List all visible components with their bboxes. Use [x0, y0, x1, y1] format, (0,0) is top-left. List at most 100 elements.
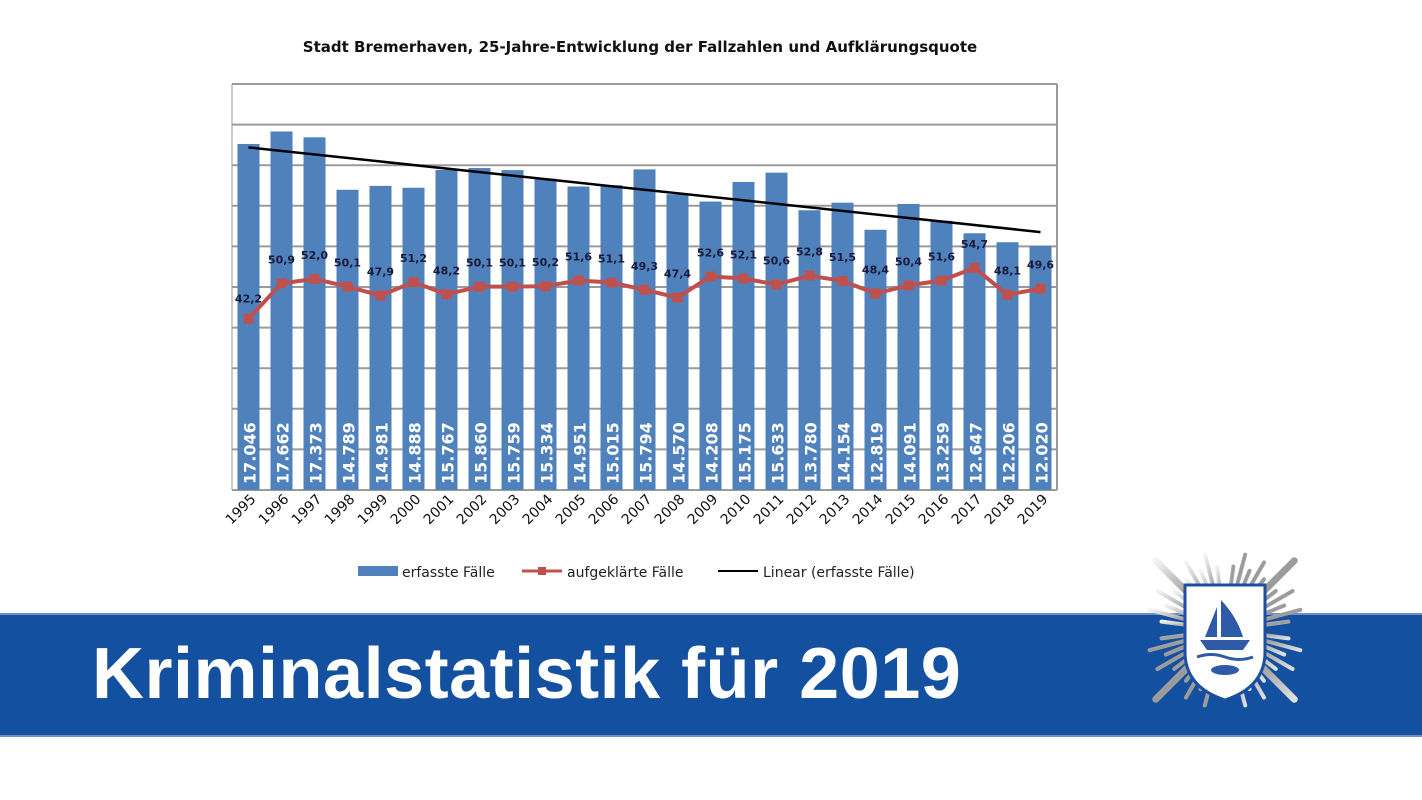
line-value-label: 51,6 [565, 251, 592, 264]
bar [864, 229, 887, 491]
police-star-badge-icon [1125, 528, 1325, 732]
bar [666, 194, 689, 490]
bar [1029, 245, 1052, 490]
line-marker [771, 279, 782, 290]
line-marker [870, 288, 881, 299]
line-value-label: 52,0 [301, 249, 328, 262]
line-value-label: 47,9 [367, 266, 394, 279]
bar-value-label: 14.981 [373, 422, 392, 484]
bar [798, 210, 821, 491]
line-value-label: 54,7 [961, 238, 988, 251]
x-tick-label: 2006 [586, 491, 623, 528]
x-tick-label: 2004 [520, 491, 557, 528]
bar-value-label: 17.046 [241, 422, 260, 484]
bar [534, 178, 557, 491]
bar-value-label: 17.662 [274, 422, 293, 484]
title-banner: Kriminalstatistik für 2019 [0, 613, 1422, 737]
bar-value-label: 14.789 [340, 422, 359, 484]
x-axis-labels: 1995199619971998199920002001200220032004… [223, 491, 1052, 528]
trendline-path [248, 146, 1041, 234]
line-value-label: 47,4 [664, 268, 691, 281]
line-value-label: 48,1 [994, 265, 1021, 278]
chart: Stadt Bremerhaven, 25-Jahre-Entwicklung … [223, 38, 1058, 581]
legend-swatch-bar [358, 566, 398, 576]
bar [963, 233, 986, 490]
line-value-label: 42,2 [235, 293, 262, 306]
bar [336, 189, 359, 490]
line-marker [903, 280, 914, 291]
line-marker [474, 281, 485, 292]
line-marker [342, 281, 353, 292]
line-marker [573, 275, 584, 286]
line-marker [1035, 283, 1046, 294]
bar-value-label: 14.888 [406, 422, 425, 484]
line-value-label: 52,1 [730, 248, 757, 261]
x-tick-label: 1999 [355, 492, 392, 529]
x-tick-label: 2016 [916, 491, 953, 528]
x-tick-label: 2017 [949, 492, 986, 529]
x-tick-label: 2010 [718, 492, 755, 529]
x-tick-label: 2007 [619, 492, 656, 529]
line-value-label: 48,2 [433, 264, 460, 277]
bar-value-label: 14.570 [670, 422, 689, 484]
x-tick-label: 2012 [784, 492, 821, 529]
bar [732, 181, 755, 490]
trendline [248, 146, 1041, 234]
bar-value-label: 13.780 [802, 422, 821, 484]
line-marker [1002, 289, 1013, 300]
line-value-label: 50,4 [895, 255, 922, 268]
line-marker [309, 273, 320, 284]
legend-label-bar: erfasste Fälle [402, 565, 495, 581]
bar-value-label: 14.091 [901, 422, 920, 484]
bar [501, 170, 524, 491]
bar-value-label: 15.767 [439, 422, 458, 484]
bar [831, 202, 854, 490]
line-value-label: 50,2 [532, 256, 559, 269]
x-tick-label: 1996 [256, 491, 293, 528]
line-marker [507, 281, 518, 292]
bar-value-label: 12.819 [868, 422, 887, 484]
line-value-label: 50,1 [334, 257, 361, 270]
bar-value-label: 15.175 [736, 422, 755, 484]
x-tick-label: 2019 [1015, 492, 1052, 529]
line-value-label: 50,1 [499, 257, 526, 270]
line-marker [804, 270, 815, 281]
bar-value-label: 15.794 [637, 422, 656, 484]
bar [402, 187, 425, 490]
line-value-label: 51,1 [598, 253, 625, 266]
bar-value-label: 14.154 [835, 422, 854, 484]
line-marker [441, 289, 452, 300]
bar-value-label: 15.334 [538, 422, 557, 484]
line-marker [408, 277, 419, 288]
line-marker [738, 273, 749, 284]
bar [930, 220, 953, 491]
line-value-label: 52,8 [796, 246, 823, 259]
bar-value-label: 13.259 [934, 422, 953, 484]
line-value-label: 52,6 [697, 246, 724, 259]
bar [996, 242, 1019, 490]
bar [303, 137, 326, 490]
bars: 17.046 17.662 17.373 14.789 14.981 14.888 15.7… [237, 131, 1052, 491]
bar-value-label: 12.020 [1033, 422, 1052, 484]
line-value-label: 51,5 [829, 251, 856, 264]
legend-swatch-marker [538, 567, 546, 575]
bar [633, 169, 656, 490]
bar [270, 131, 293, 490]
line-value-label: 49,6 [1027, 259, 1054, 272]
x-tick-label: 2018 [982, 492, 1019, 529]
line-marker [936, 275, 947, 286]
bar [765, 172, 788, 491]
line-series: 42,2 50,9 52,0 50,1 47,9 51,2 48,2 50,1 50,1 50,2… [235, 238, 1054, 324]
bar [699, 201, 722, 490]
line-marker [705, 271, 716, 282]
legend-label-line: aufgeklärte Fälle [567, 565, 684, 581]
x-tick-label: 2000 [388, 492, 425, 529]
line-value-label: 50,6 [763, 255, 790, 268]
line-marker [276, 278, 287, 289]
x-tick-label: 2011 [751, 492, 788, 529]
x-tick-label: 2009 [685, 492, 722, 529]
line-value-label: 51,6 [928, 251, 955, 264]
line-marker [606, 277, 617, 288]
bar-value-label: 15.633 [769, 422, 788, 484]
x-tick-label: 1995 [223, 492, 260, 529]
